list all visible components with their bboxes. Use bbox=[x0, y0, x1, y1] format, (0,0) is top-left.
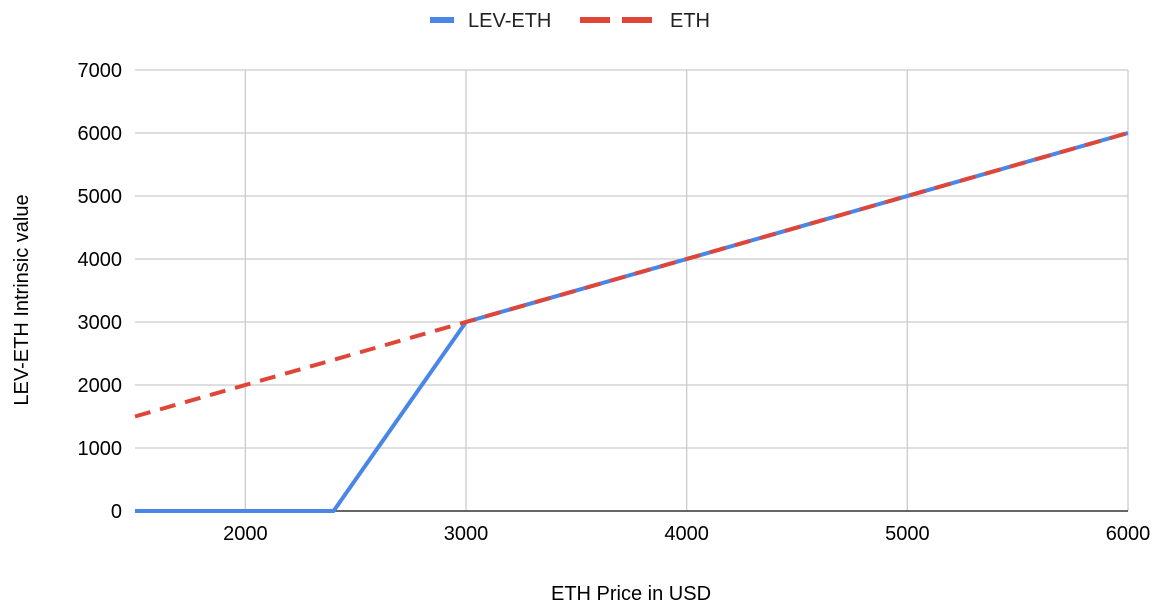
grid-lines bbox=[135, 69, 1129, 511]
y-axis-title: LEV-ETH Intrinsic value bbox=[11, 194, 33, 405]
legend-label-eth: ETH bbox=[670, 10, 710, 32]
y-tick-label-3: 3000 bbox=[78, 312, 123, 334]
y-tick-label-7: 7000 bbox=[78, 60, 123, 82]
x-tick-label-2: 4000 bbox=[664, 523, 709, 545]
y-tick-label-4: 4000 bbox=[78, 249, 123, 271]
legend-label-lev-eth: LEV-ETH bbox=[468, 10, 551, 32]
axes: 0 1000 2000 3000 4000 5000 6000 7000 2000 3000 400… bbox=[78, 60, 1151, 545]
y-tick-label-0: 0 bbox=[111, 501, 122, 523]
y-tick-label-2: 2000 bbox=[78, 375, 123, 397]
x-tick-label-1: 3000 bbox=[444, 523, 489, 545]
x-tick-label-4: 6000 bbox=[1106, 523, 1151, 545]
axis-labels: ETH Price in USD LEV-ETH Intrinsic value bbox=[11, 194, 711, 605]
series-lines bbox=[134, 131, 1129, 513]
x-tick-label-0: 2000 bbox=[223, 523, 268, 545]
y-tick-label-1: 1000 bbox=[78, 438, 123, 460]
legend: LEV-ETH ETH bbox=[430, 10, 710, 32]
x-tick-label-3: 5000 bbox=[885, 523, 930, 545]
y-tick-label-6: 6000 bbox=[78, 123, 123, 145]
x-axis-title: ETH Price in USD bbox=[551, 583, 711, 605]
series-line-eth bbox=[134, 131, 1129, 419]
y-tick-label-5: 5000 bbox=[78, 186, 123, 208]
